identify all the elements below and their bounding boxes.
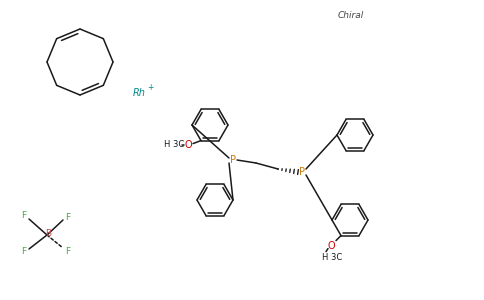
Text: +: +	[147, 83, 153, 92]
Text: F: F	[65, 212, 71, 221]
Text: P: P	[299, 167, 305, 177]
Text: H 3C: H 3C	[164, 140, 184, 149]
Text: F: F	[65, 247, 71, 256]
Text: Rh: Rh	[133, 88, 146, 98]
Text: F: F	[21, 212, 27, 220]
Text: Chiral: Chiral	[338, 11, 364, 20]
Text: O: O	[184, 140, 192, 150]
Text: F: F	[21, 248, 27, 256]
Text: H 3C: H 3C	[322, 253, 342, 262]
Text: P: P	[230, 155, 236, 165]
Text: O: O	[327, 241, 335, 250]
Text: B: B	[45, 230, 51, 238]
